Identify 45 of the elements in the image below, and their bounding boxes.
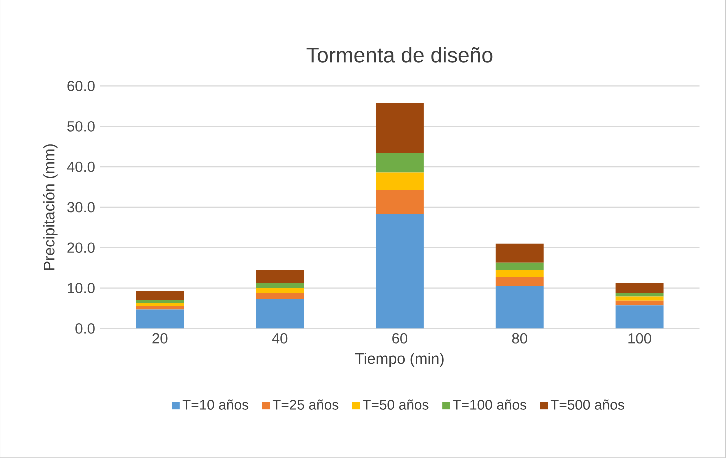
x-tick-label: 60 bbox=[392, 333, 408, 344]
x-tick-label: 40 bbox=[272, 333, 288, 344]
y-tick-label: 50.0 bbox=[68, 121, 95, 132]
legend-label: T=500 años bbox=[550, 400, 624, 410]
bar bbox=[616, 306, 664, 329]
bar bbox=[136, 310, 184, 329]
x-axis-title: Tiempo (min) bbox=[355, 352, 444, 368]
bar bbox=[496, 262, 544, 270]
bar bbox=[256, 299, 304, 329]
chart-title: Tormenta de diseño bbox=[306, 47, 493, 63]
y-tick-label: 10.0 bbox=[68, 283, 95, 294]
bar bbox=[376, 153, 424, 173]
bar bbox=[496, 270, 544, 278]
bar bbox=[256, 283, 304, 288]
bar bbox=[376, 172, 424, 190]
bar bbox=[496, 277, 544, 286]
bar bbox=[136, 306, 184, 310]
y-tick-label: 40.0 bbox=[67, 162, 95, 172]
x-tick-label: 80 bbox=[512, 333, 528, 344]
bar bbox=[256, 270, 304, 284]
bar bbox=[376, 103, 424, 154]
y-tick-label: 0.0 bbox=[76, 323, 95, 334]
y-tick-label: 30.0 bbox=[68, 202, 95, 213]
bar bbox=[256, 293, 304, 300]
bar bbox=[496, 286, 544, 329]
bar bbox=[496, 244, 544, 263]
y-axis-title: Precipitación (mm) bbox=[43, 144, 58, 270]
legend-label: T=10 años bbox=[182, 400, 249, 410]
legend-label: T=25 años bbox=[272, 400, 339, 410]
legend-label: T=50 años bbox=[363, 400, 429, 410]
x-tick-label: 20 bbox=[152, 333, 168, 344]
bar bbox=[256, 288, 304, 294]
bar bbox=[136, 303, 184, 306]
y-tick-label: 20.0 bbox=[68, 242, 95, 253]
bar bbox=[616, 296, 664, 301]
bar bbox=[376, 190, 424, 214]
bar bbox=[376, 214, 424, 329]
bar bbox=[616, 283, 664, 294]
bar bbox=[136, 300, 184, 304]
x-tick-label: 100 bbox=[628, 333, 652, 344]
bar bbox=[616, 293, 664, 297]
bar bbox=[136, 291, 184, 300]
y-tick-label: 60.0 bbox=[68, 80, 95, 92]
legend-label: T=100 años bbox=[453, 400, 527, 410]
bar bbox=[616, 300, 664, 306]
